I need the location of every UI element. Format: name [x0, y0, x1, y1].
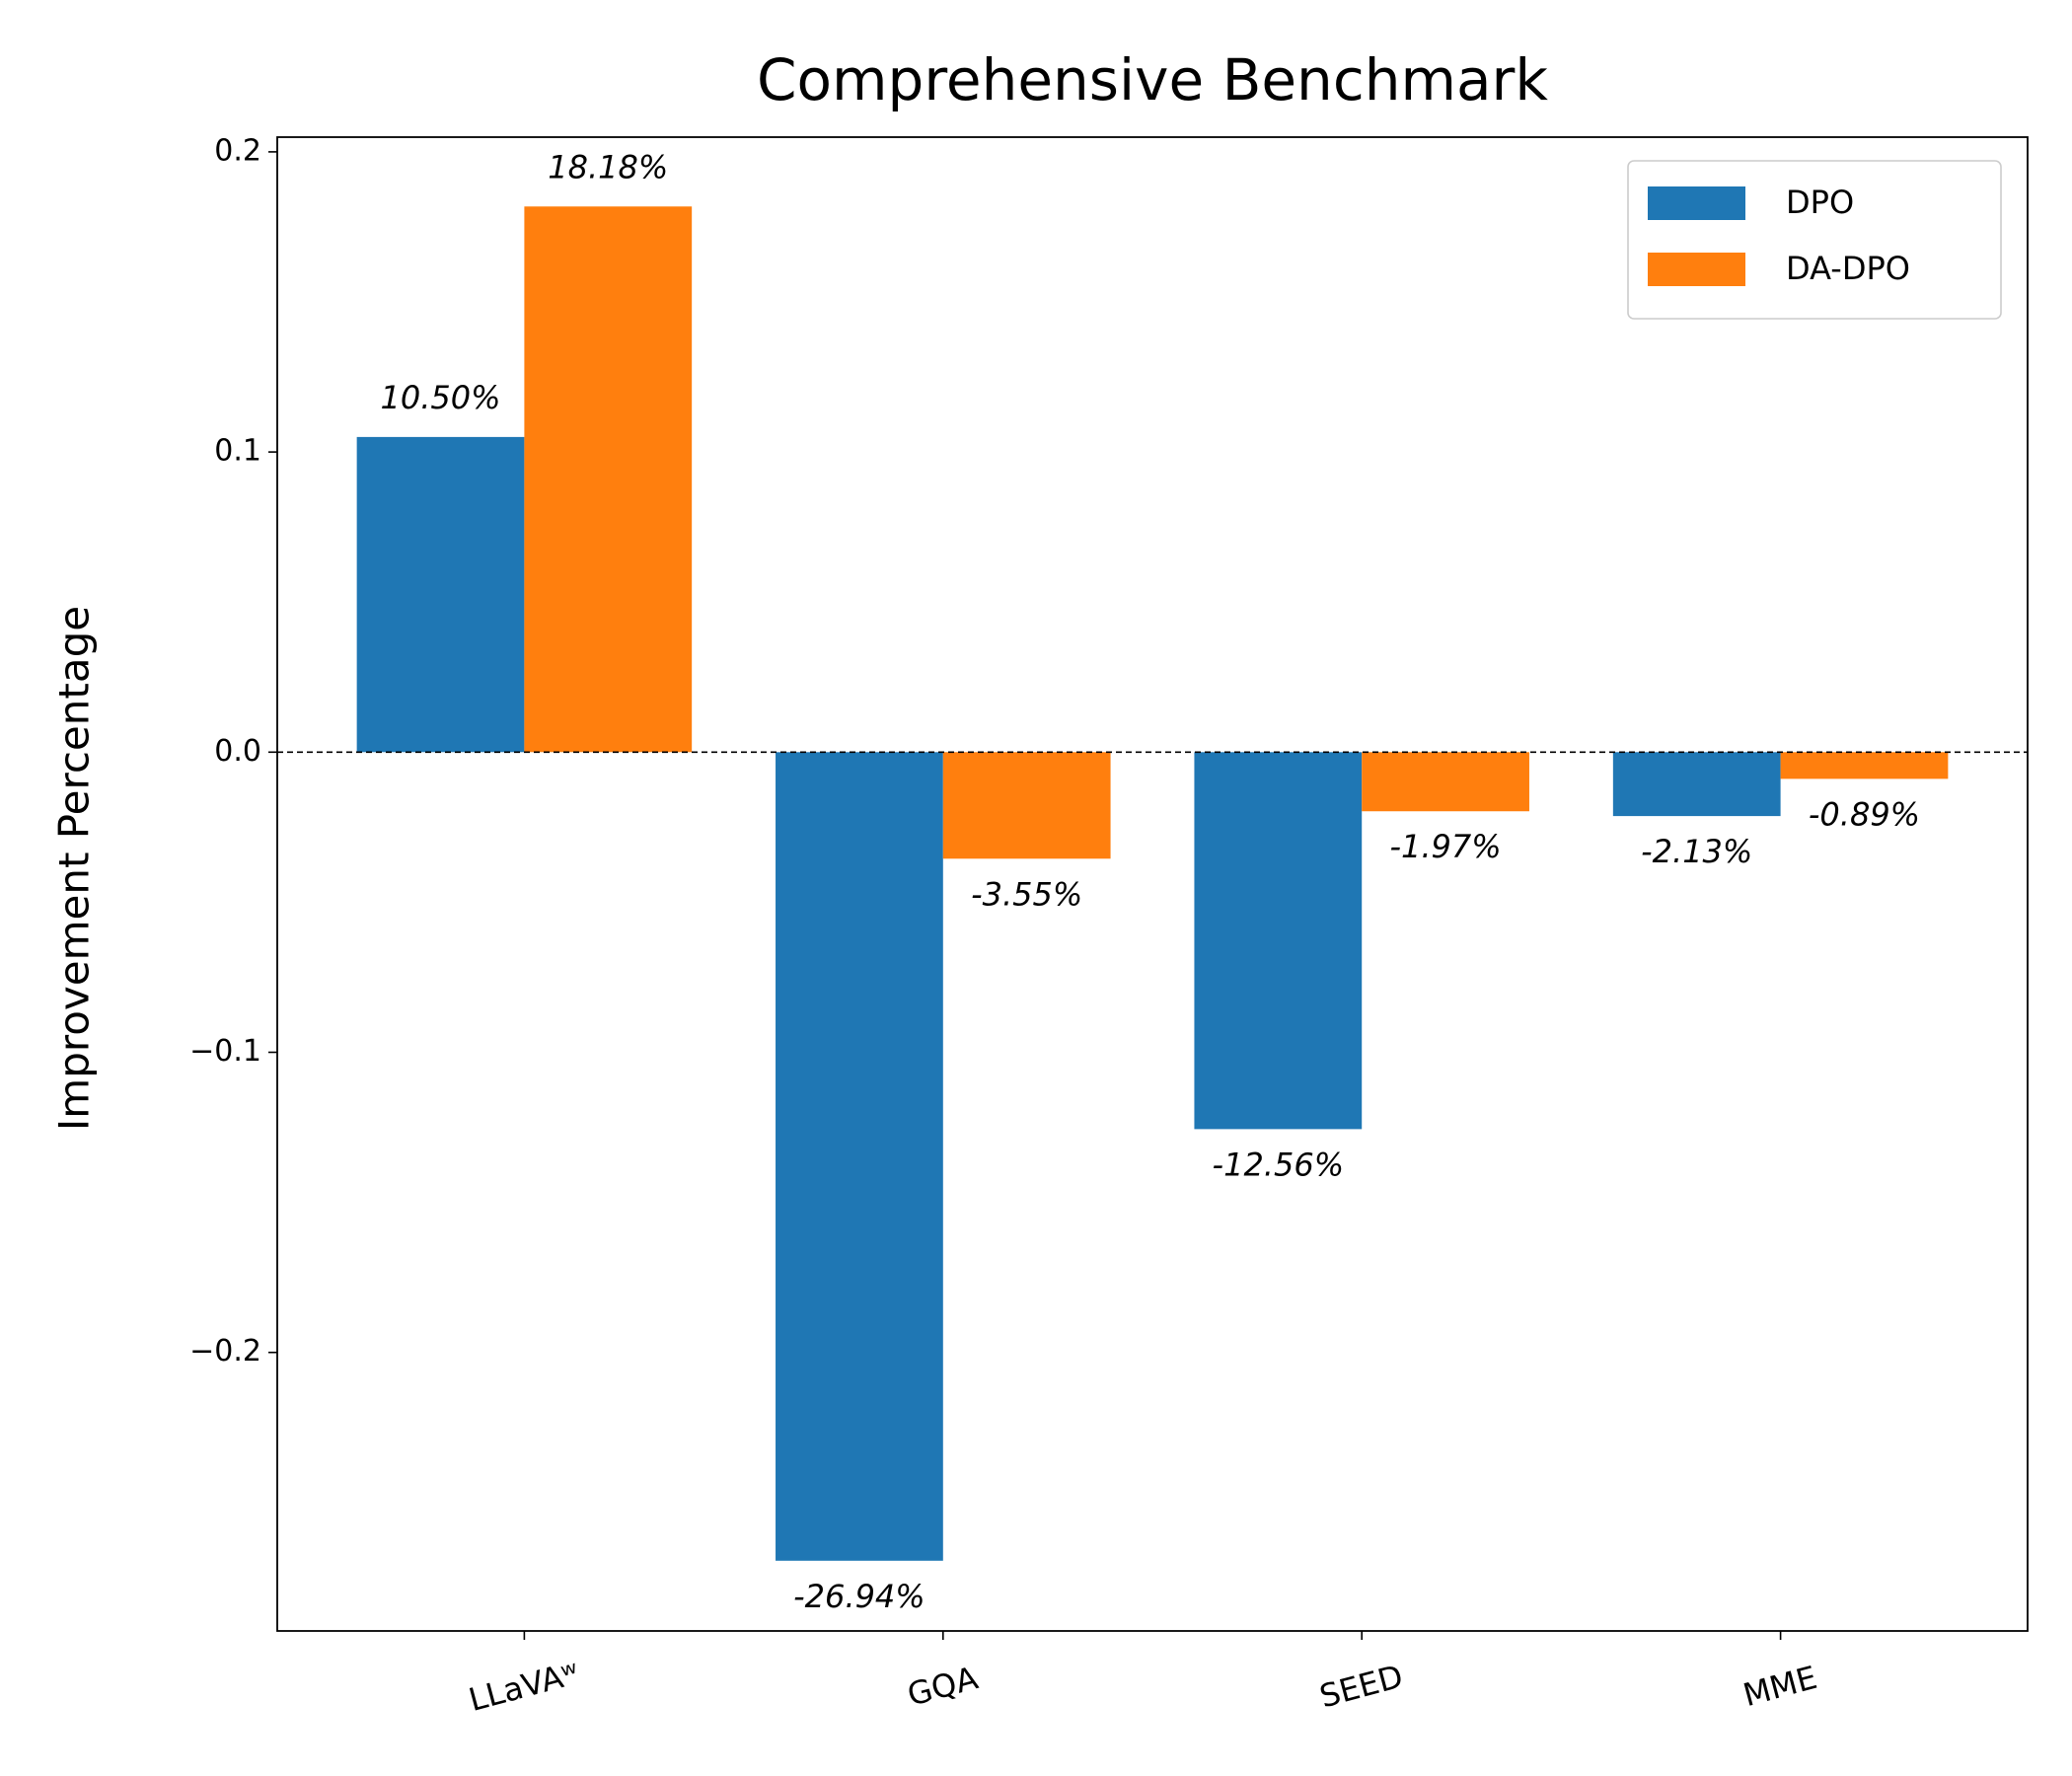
y-tick-label: 0.0	[214, 734, 261, 769]
value-label: 18.18%	[548, 148, 668, 185]
value-label: -0.89%	[1809, 795, 1920, 833]
x-tick-label: GQA	[904, 1659, 982, 1713]
y-tick-label: 0.2	[214, 133, 261, 168]
chart-title: Comprehensive Benchmark	[757, 46, 1548, 113]
bar	[776, 752, 943, 1561]
legend-swatch	[1648, 253, 1745, 286]
bar	[1362, 752, 1529, 812]
y-tick-label: −0.1	[189, 1034, 261, 1069]
value-label: 10.50%	[381, 379, 501, 416]
value-label: -26.94%	[793, 1578, 925, 1615]
y-tick-label: 0.1	[214, 434, 261, 469]
bar	[524, 206, 693, 753]
bar	[1780, 752, 1949, 779]
bar	[356, 436, 525, 753]
bar	[1194, 752, 1363, 1130]
value-label: -12.56%	[1213, 1146, 1345, 1183]
x-tick-label: MME	[1739, 1659, 1821, 1714]
value-label: -2.13%	[1641, 833, 1752, 870]
y-axis-label: Improvement Percentage	[50, 606, 99, 1131]
x-tick-label: LLaVAʷ	[465, 1654, 582, 1719]
legend-label: DPO	[1786, 184, 1854, 221]
legend-swatch	[1648, 186, 1745, 220]
y-tick-label: −0.2	[189, 1334, 261, 1369]
plot-frame	[276, 136, 2029, 1632]
x-tick-label: SEED	[1316, 1658, 1407, 1716]
legend-label: DA-DPO	[1786, 250, 1910, 287]
bar	[942, 752, 1111, 859]
bar	[1612, 752, 1781, 817]
value-label: -1.97%	[1389, 828, 1501, 865]
value-label: -3.55%	[971, 875, 1082, 913]
